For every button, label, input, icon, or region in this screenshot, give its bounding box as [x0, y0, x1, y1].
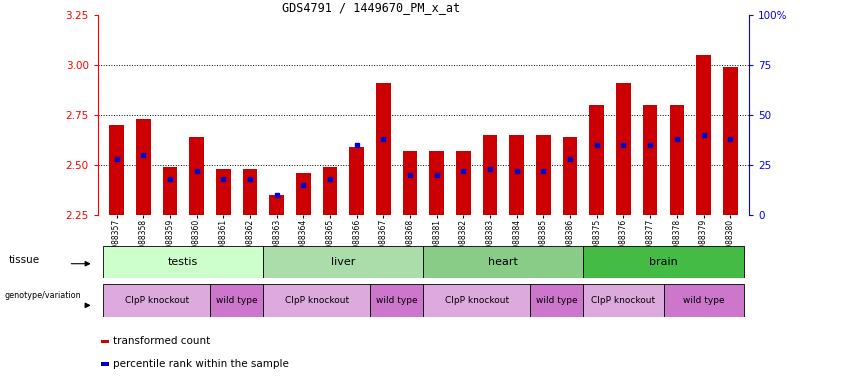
Text: tissue: tissue [9, 255, 40, 265]
Bar [664, 284, 744, 317]
Text: wild type: wild type [376, 296, 418, 305]
Bar [136, 119, 151, 215]
Text: ClpP knockout: ClpP knockout [124, 296, 189, 305]
Bar [670, 105, 684, 215]
Bar [189, 137, 204, 215]
Bar [424, 246, 584, 278]
Bar [103, 246, 263, 278]
Bar [456, 151, 471, 215]
Bar [101, 340, 109, 343]
Text: wild type: wild type [683, 296, 724, 305]
Bar [263, 246, 424, 278]
Bar [370, 284, 424, 317]
Bar [510, 135, 524, 215]
Bar [263, 284, 370, 317]
Text: wild type: wild type [536, 296, 578, 305]
Bar [424, 284, 530, 317]
Bar [616, 83, 631, 215]
Bar [296, 173, 311, 215]
Bar [163, 167, 177, 215]
Text: ClpP knockout: ClpP knockout [284, 296, 349, 305]
Bar [643, 105, 658, 215]
Title: GDS4791 / 1449670_PM_x_at: GDS4791 / 1449670_PM_x_at [283, 1, 460, 14]
Text: percentile rank within the sample: percentile rank within the sample [112, 359, 288, 369]
Bar [483, 135, 498, 215]
Text: liver: liver [331, 257, 356, 267]
Bar [563, 137, 578, 215]
Bar [403, 151, 417, 215]
Text: wild type: wild type [216, 296, 257, 305]
Bar [590, 105, 604, 215]
Bar [584, 284, 664, 317]
Text: brain: brain [649, 257, 678, 267]
Bar [536, 135, 551, 215]
Bar [243, 169, 257, 215]
Bar [722, 67, 738, 215]
Bar [103, 284, 210, 317]
Bar [101, 362, 109, 366]
Bar [323, 167, 337, 215]
Bar [210, 284, 263, 317]
Text: genotype/variation: genotype/variation [4, 291, 81, 300]
Text: transformed count: transformed count [112, 336, 209, 346]
Text: heart: heart [488, 257, 518, 267]
Text: testis: testis [168, 257, 198, 267]
Text: ClpP knockout: ClpP knockout [591, 296, 655, 305]
Bar [269, 195, 284, 215]
Bar [109, 125, 124, 215]
Bar [349, 147, 364, 215]
Bar [216, 169, 231, 215]
Bar [430, 151, 444, 215]
Text: ClpP knockout: ClpP knockout [445, 296, 509, 305]
Bar [696, 55, 711, 215]
Bar [530, 284, 584, 317]
Bar [584, 246, 744, 278]
Bar [376, 83, 391, 215]
